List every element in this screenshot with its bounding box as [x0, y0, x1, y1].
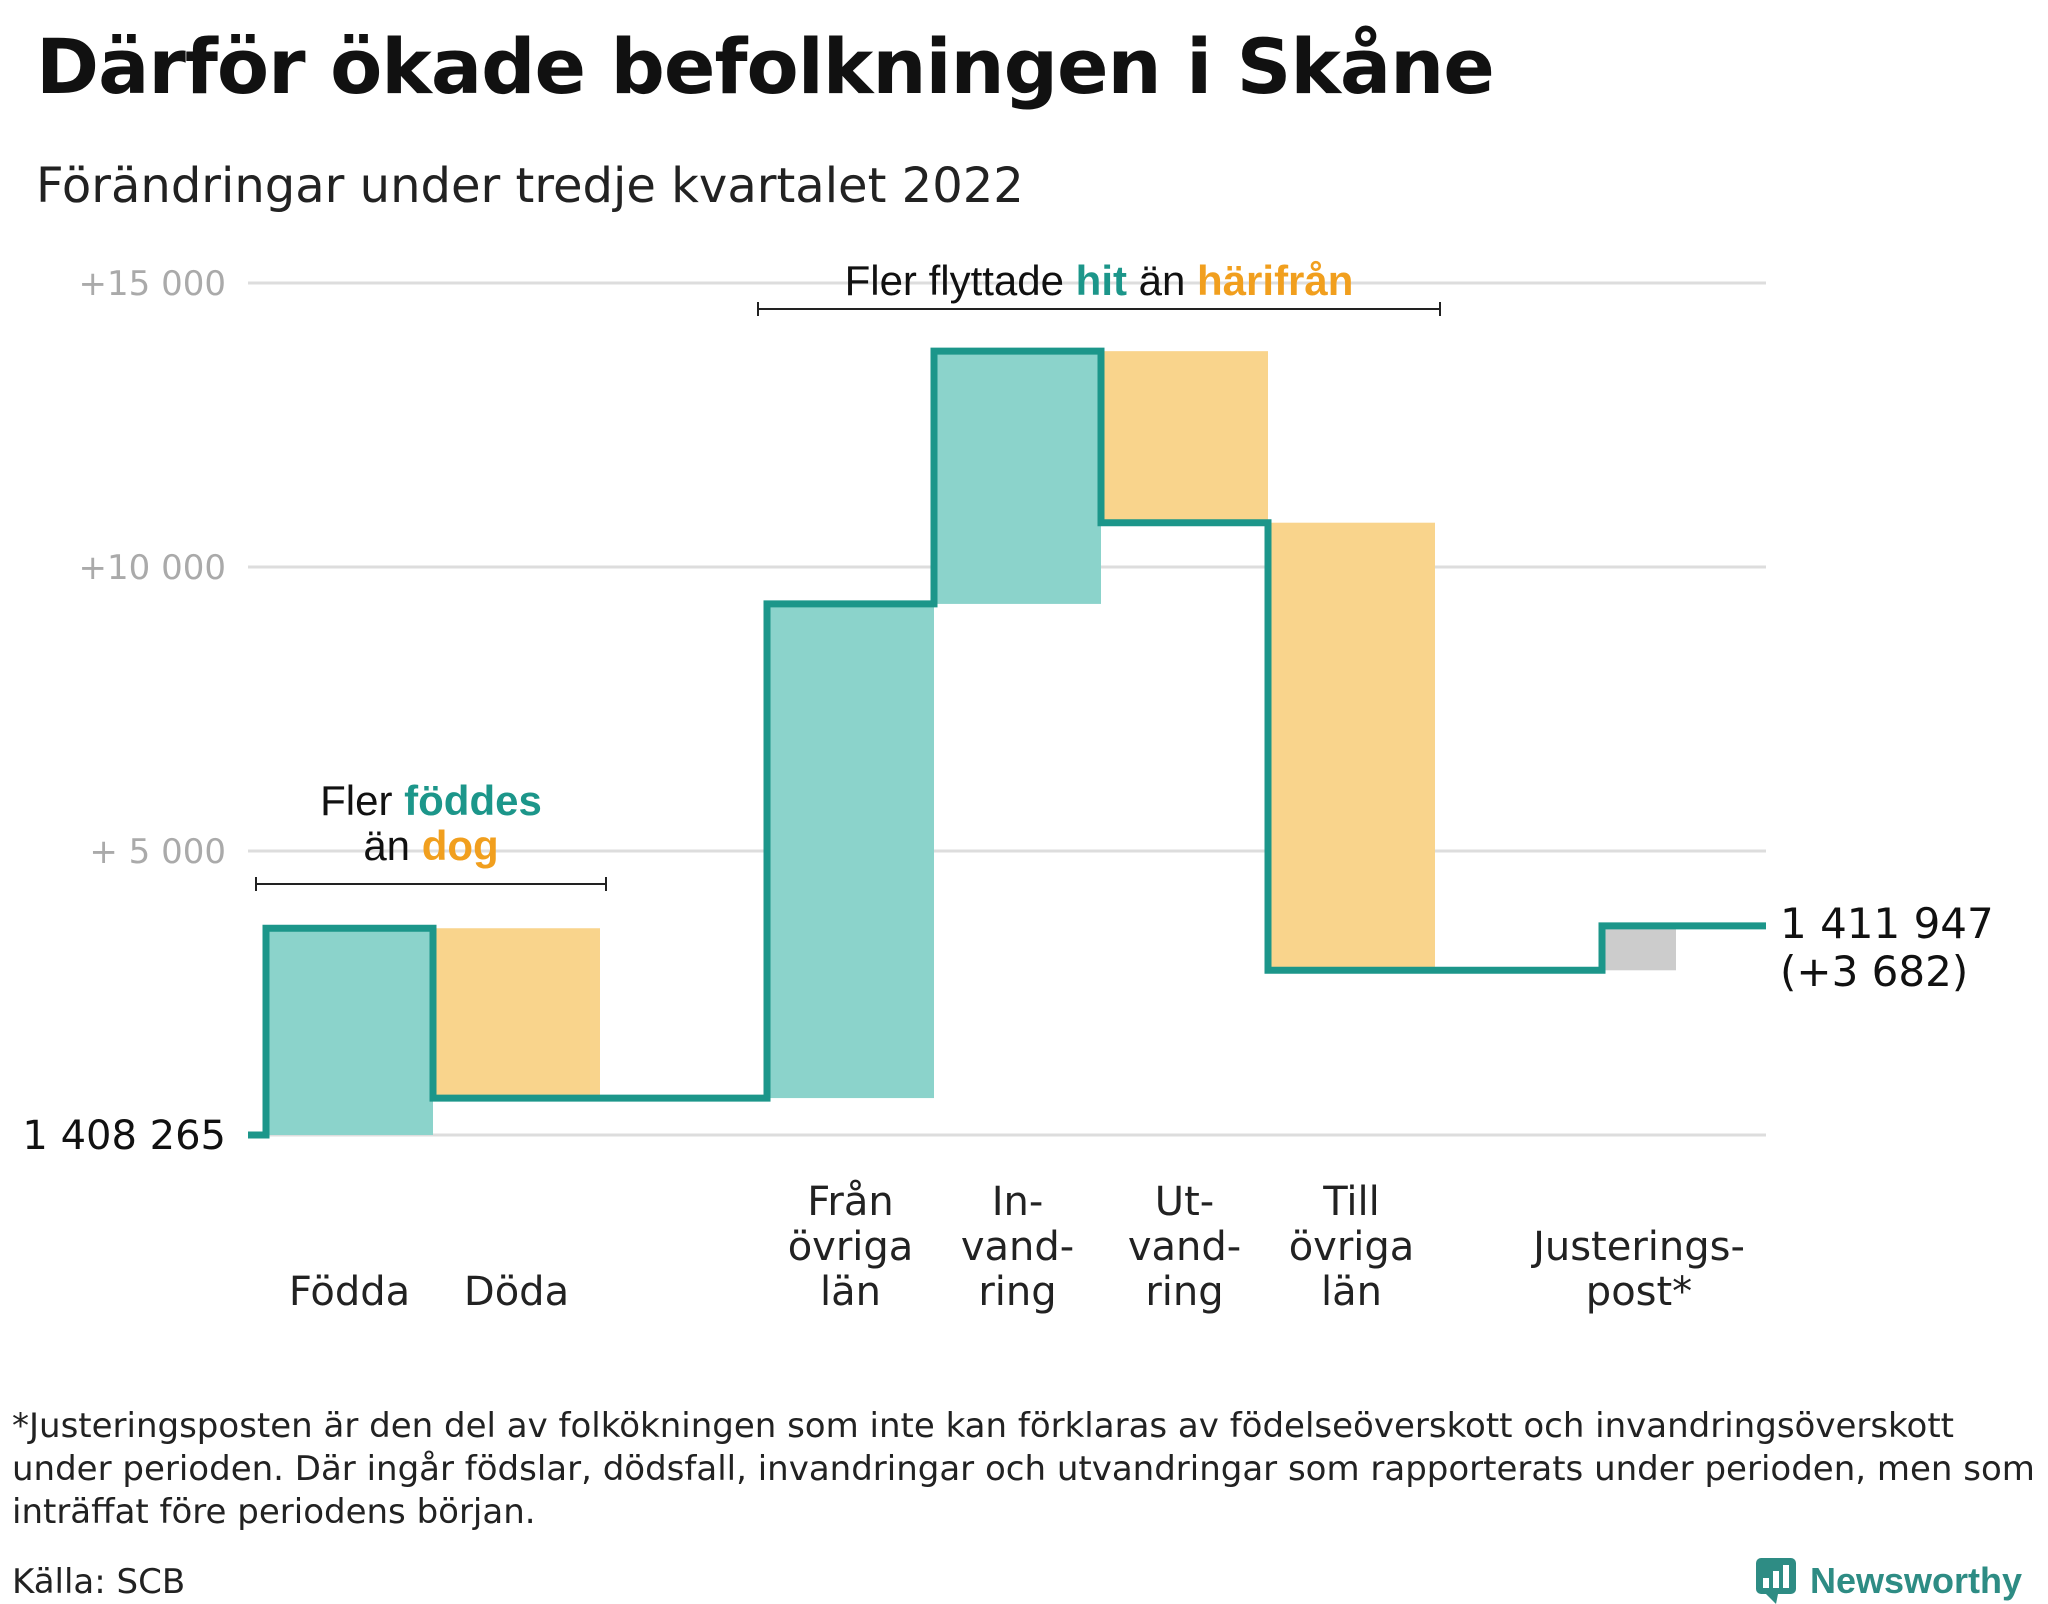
y-tick-label: +15 000: [79, 264, 226, 304]
bar: [1268, 522, 1435, 971]
category-label: Födda: [289, 1269, 410, 1315]
end-total-label: 1 411 947: [1780, 899, 1994, 948]
brand-name: Newsworthy: [1809, 1560, 2022, 1601]
baseline-value-label: 1 408 265: [22, 1113, 226, 1159]
chart-title: Därför ökade befolkningen i Skåne: [36, 22, 1495, 111]
category-label: Ut-: [1155, 1179, 1214, 1225]
category-label: Till: [1322, 1179, 1380, 1225]
y-tick-label: +10 000: [79, 548, 226, 588]
end-change-label: (+3 682): [1780, 947, 1968, 996]
category-label: län: [1321, 1269, 1382, 1315]
bars: [266, 351, 1676, 1135]
category-label: Justerings-: [1530, 1224, 1745, 1270]
chart-subtitle: Förändringar under tredje kvartalet 2022: [36, 158, 1024, 214]
category-label: post*: [1586, 1269, 1692, 1315]
category-label: övriga: [1289, 1224, 1415, 1270]
annotation-births-line1: Fler föddes: [320, 777, 542, 824]
waterfall-chart: + 5 000 +10 000 +15 000 1 408 265 1 411 947(…: [22, 257, 1993, 1315]
category-label: Döda: [464, 1269, 569, 1315]
bar: [934, 351, 1101, 604]
y-tick-label: + 5 000: [89, 832, 226, 872]
bar: [1101, 351, 1268, 523]
category-label: Från: [807, 1179, 893, 1225]
category-label: övriga: [788, 1224, 914, 1270]
bar: [266, 928, 433, 1135]
category-label: ring: [1145, 1269, 1223, 1315]
category-label: vand-: [1128, 1224, 1241, 1270]
annotation-births-line2: än dog: [363, 822, 498, 869]
bar: [1602, 925, 1676, 971]
bar: [433, 928, 600, 1099]
source-label: Källa: SCB: [12, 1562, 186, 1602]
running-total-line: [248, 347, 1766, 1139]
category-label: län: [820, 1269, 881, 1315]
labels: + 5 000 +10 000 +15 000 1 408 265 1 411 947(…: [22, 264, 1993, 1315]
bar: [767, 603, 934, 1099]
category-label: vand-: [961, 1224, 1074, 1270]
category-label: In-: [992, 1179, 1044, 1225]
newsworthy-logo-icon: [1755, 1558, 1796, 1604]
annotation-migration: Fler flyttade hit än härifrån: [845, 257, 1354, 304]
category-label: ring: [978, 1269, 1056, 1315]
footnote: *Justeringsposten är den del av folkökni…: [12, 1406, 2035, 1532]
brand: Newsworthy: [1755, 1558, 2022, 1604]
